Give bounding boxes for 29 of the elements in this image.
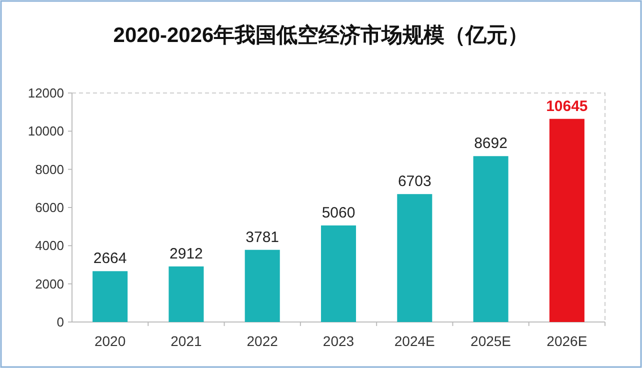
y-tick-label: 4000 [35,238,64,254]
x-tick-label: 2026E [546,333,588,349]
bar [244,250,280,322]
x-tick-label: 2024E [394,333,435,349]
x-tick-label: 2025E [470,333,512,349]
x-tick-label: 2020 [94,333,126,349]
data-label: 10645 [546,98,588,115]
data-label: 5060 [322,204,356,222]
data-label: 2664 [93,250,127,268]
chart-title: 2020-2026年我国低空经济市场规模（亿元） [113,23,529,47]
data-label: 3781 [246,228,280,246]
bar [549,118,584,322]
bar [397,194,432,322]
y-tick-label: 8000 [35,162,64,177]
data-label: 8692 [474,135,508,152]
data-label: 2912 [170,245,203,262]
bar [320,225,356,322]
bar [168,266,204,322]
data-label: 6703 [398,173,432,190]
y-tick-label: 12000 [28,86,64,100]
y-tick-label: 6000 [35,200,64,215]
y-tick-label: 2000 [35,276,64,292]
x-tick-label: 2021 [170,333,202,349]
x-tick-label: 2023 [322,333,354,349]
bar [473,156,508,322]
y-tick-label: 10000 [28,124,64,139]
x-tick-label: 2022 [246,333,278,349]
bar [92,271,128,322]
y-tick-label: 0 [56,314,64,330]
